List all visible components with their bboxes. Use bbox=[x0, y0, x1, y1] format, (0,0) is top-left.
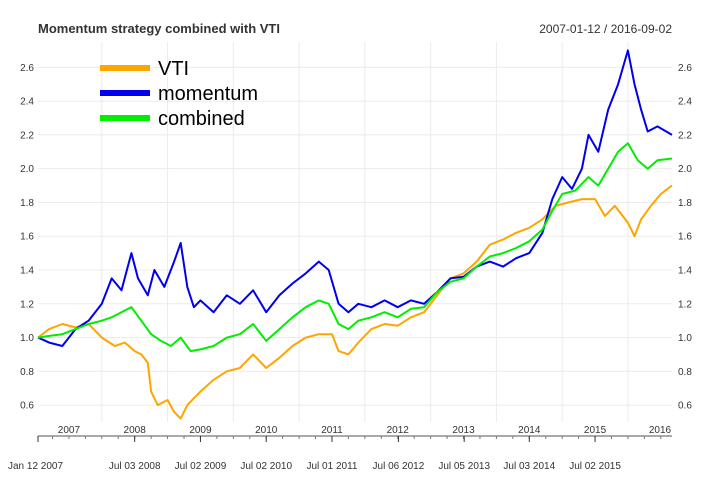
y-tick-label-right: 1.2 bbox=[678, 299, 692, 310]
y-tick-label-left: 1.4 bbox=[20, 266, 34, 277]
x-year-label: 2011 bbox=[321, 425, 343, 436]
y-tick-label-right: 1.0 bbox=[678, 333, 692, 344]
y-tick-label-left: 1.2 bbox=[20, 299, 34, 310]
x-year-label: 2012 bbox=[387, 425, 410, 436]
x-date-label: Jan 12 2007 bbox=[8, 461, 63, 472]
y-tick-label-right: 0.8 bbox=[678, 367, 692, 378]
x-year-label: 2015 bbox=[584, 425, 607, 436]
y-tick-label-left: 0.6 bbox=[20, 401, 34, 412]
x-year-label: 2013 bbox=[452, 425, 475, 436]
legend-label-vti: VTI bbox=[158, 58, 189, 80]
series-line-momentum bbox=[37, 49, 673, 347]
y-tick-label-right: 2.4 bbox=[678, 97, 692, 108]
x-year-label: 2008 bbox=[124, 425, 147, 436]
x-date-label: Jul 03 2014 bbox=[503, 461, 555, 472]
series-line-vti bbox=[37, 184, 673, 420]
y-tick-label-right: 2.2 bbox=[678, 130, 692, 141]
y-tick-label-left: 0.8 bbox=[20, 367, 34, 378]
y-tick-label-left: 2.2 bbox=[20, 130, 34, 141]
series-group bbox=[37, 49, 673, 420]
y-tick-label-left: 2.4 bbox=[20, 97, 34, 108]
x-year-label: 2014 bbox=[518, 425, 541, 436]
y-tick-label-left: 1.0 bbox=[20, 333, 34, 344]
y-tick-label-right: 1.6 bbox=[678, 232, 692, 243]
y-tick-label-right: 2.6 bbox=[678, 63, 692, 74]
x-axis: 2007 2008 2009 2010 2011 2012 2013 2014 2015 2016… bbox=[8, 425, 672, 472]
date-range: 2007-01-12 / 2016-09-02 bbox=[539, 22, 672, 36]
y-tick-label-left: 1.8 bbox=[20, 198, 34, 209]
y-tick-label-left: 2.0 bbox=[20, 164, 34, 175]
series-line-combined bbox=[37, 142, 673, 353]
x-date-label: Jul 02 2010 bbox=[240, 461, 292, 472]
x-date-label: Jul 03 2008 bbox=[109, 461, 161, 472]
x-year-label: 2009 bbox=[189, 425, 212, 436]
x-year-label: 2010 bbox=[255, 425, 278, 436]
y-tick-label-left: 2.6 bbox=[20, 63, 34, 74]
x-date-label: Jul 01 2011 bbox=[306, 461, 357, 472]
y-axis-right: 0.6 0.8 1.0 1.2 1.4 1.6 1.8 2.0 2.2 2.4 2.6 bbox=[678, 63, 692, 412]
y-tick-label-right: 1.8 bbox=[678, 198, 692, 209]
x-date-label: Jul 02 2009 bbox=[175, 461, 227, 472]
x-date-label: Jul 05 2013 bbox=[438, 461, 490, 472]
x-date-label: Jul 02 2015 bbox=[569, 461, 621, 472]
x-year-label: 2007 bbox=[58, 425, 81, 436]
y-tick-label-left: 1.6 bbox=[20, 232, 34, 243]
chart-title: Momentum strategy combined with VTI bbox=[38, 21, 280, 36]
y-axis-left: 0.6 0.8 1.0 1.2 1.4 1.6 1.8 2.0 2.2 2.4 2.6 bbox=[20, 63, 34, 412]
y-tick-label-right: 2.0 bbox=[678, 164, 692, 175]
x-date-label: Jul 06 2012 bbox=[373, 461, 425, 472]
y-tick-label-right: 1.4 bbox=[678, 266, 692, 277]
legend: VTI momentum combined bbox=[100, 58, 258, 130]
legend-label-momentum: momentum bbox=[158, 83, 258, 105]
x-year-label: 2016 bbox=[649, 425, 672, 436]
grid bbox=[38, 42, 672, 422]
y-tick-label-right: 0.6 bbox=[678, 401, 692, 412]
legend-label-combined: combined bbox=[158, 108, 245, 130]
